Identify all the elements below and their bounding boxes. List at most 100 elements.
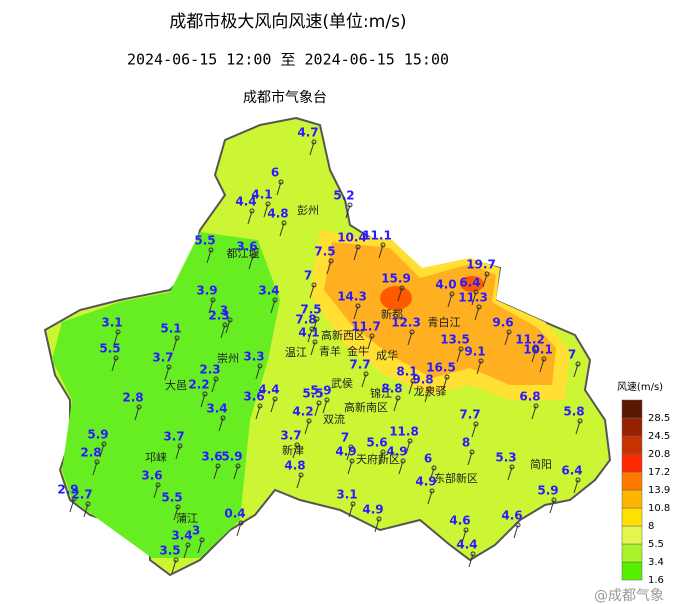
- station-dot: [363, 371, 369, 377]
- wind-barb: [255, 365, 261, 380]
- low-wind-area: [52, 232, 280, 558]
- wind-barb: [236, 522, 242, 537]
- station-value: 3.4: [206, 402, 227, 416]
- place-name: 新都: [381, 307, 403, 321]
- wind-barb: [307, 328, 313, 343]
- station-dot: [380, 242, 386, 248]
- legend-swatch: [621, 507, 643, 527]
- station-dot: [215, 463, 221, 469]
- legend-label: 3.4: [648, 557, 664, 568]
- station-value: 8.1: [396, 365, 417, 379]
- wind-barb: [346, 446, 352, 461]
- station-dot: [314, 316, 320, 322]
- station-value: 4.2: [292, 405, 313, 419]
- wind-barb: [248, 255, 254, 270]
- legend-swatch: [621, 543, 643, 563]
- wind-barb: [314, 402, 320, 417]
- station-dot: [328, 258, 334, 264]
- station-value: 4.6: [501, 509, 522, 523]
- station-value: 3.4: [171, 529, 192, 543]
- station-value: 9.1: [464, 345, 485, 359]
- station-value: 12.3: [391, 316, 421, 330]
- wind-barb: [213, 465, 219, 480]
- wind-barb: [292, 444, 298, 459]
- station-dot: [444, 374, 450, 380]
- station-value: 11.7: [351, 320, 381, 334]
- station-value: 4.9: [335, 445, 356, 459]
- wind-barb: [393, 397, 399, 412]
- station-value: 3.7: [163, 430, 184, 444]
- station-value: 6.8: [519, 390, 540, 404]
- station-dot: [85, 501, 91, 507]
- station-value: 3.1: [101, 316, 122, 330]
- wind-barb: [429, 467, 435, 482]
- wind-barb: [398, 460, 404, 475]
- station-value: 5.5: [302, 387, 323, 401]
- station-dot: [272, 297, 278, 303]
- legend-label: 10.8: [648, 503, 670, 514]
- station-value: 2.3: [208, 309, 229, 323]
- wind-barb: [164, 366, 170, 381]
- station-value: 3.6: [236, 240, 257, 254]
- wind-barb: [539, 358, 545, 373]
- station-value: 4.9: [415, 475, 436, 489]
- wind-barb: [397, 287, 403, 302]
- strong-wind-area: [324, 242, 556, 385]
- station-value: 5.5: [194, 234, 215, 248]
- wind-barb: [427, 490, 433, 505]
- wind-barb: [471, 291, 477, 306]
- station-value: 4.6: [449, 514, 470, 528]
- wind-barb: [134, 406, 140, 421]
- wind-barb: [263, 203, 269, 218]
- legend-label: 17.2: [648, 467, 670, 478]
- wind-barb: [92, 461, 98, 476]
- station-value: 2.8: [122, 391, 143, 405]
- wind-barb: [549, 499, 555, 514]
- station-dot: [478, 358, 484, 364]
- wind-barb: [513, 524, 519, 539]
- wind-barb: [468, 553, 474, 568]
- station-dot: [409, 329, 415, 335]
- place-name: 高新南区: [344, 400, 388, 414]
- place-name: 双流: [323, 412, 345, 426]
- station-dot: [311, 282, 317, 288]
- station-value: 15.9: [381, 272, 411, 286]
- station-value: 2.9: [57, 483, 78, 497]
- time-range: 2024-06-15 12:00 至 2024-06-15 15:00: [127, 51, 449, 69]
- wind-barb: [461, 529, 467, 544]
- wind-barb: [270, 398, 276, 413]
- station-dot: [541, 356, 547, 362]
- station-dot: [257, 363, 263, 369]
- wind-barb: [218, 417, 224, 432]
- station-value: 5.2: [333, 189, 354, 203]
- wind-barb: [378, 451, 384, 466]
- wind-barb: [442, 376, 448, 391]
- station-dot: [426, 386, 432, 392]
- wind-barb: [378, 244, 384, 259]
- wind-barb: [353, 246, 359, 261]
- station-dot: [208, 247, 214, 253]
- station-dot: [281, 220, 287, 226]
- station-value: 11.1: [362, 229, 392, 243]
- station-value: 8: [462, 436, 470, 450]
- station-dot: [355, 244, 361, 250]
- peak-wind-area: [460, 276, 484, 292]
- place-name: 高新西区: [321, 328, 365, 342]
- station-value: 10.4: [337, 231, 367, 245]
- station-value: 3: [220, 304, 228, 318]
- wind-barb: [247, 210, 253, 225]
- legend-label: 13.9: [648, 485, 670, 496]
- wind-barb: [279, 222, 285, 237]
- station-value: 16.5: [426, 361, 456, 375]
- wind-barb: [573, 479, 579, 494]
- station-dot: [101, 441, 107, 447]
- station-dot: [407, 438, 413, 444]
- station-dot: [577, 418, 583, 424]
- wind-barb: [111, 357, 117, 372]
- station-value: 3.3: [243, 350, 264, 364]
- station-value: 0.4: [224, 507, 245, 521]
- station-value: 3: [192, 524, 200, 538]
- station-dot: [155, 482, 161, 488]
- wind-barb: [447, 293, 453, 308]
- station-value: 7.5: [314, 245, 335, 259]
